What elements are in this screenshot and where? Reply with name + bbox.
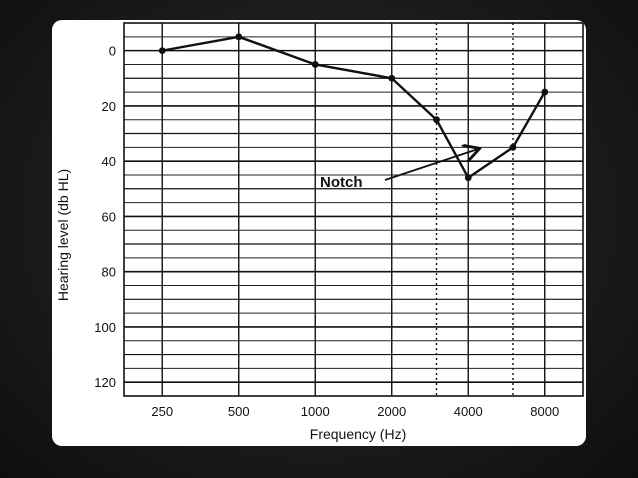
x-tick-label: 8000 xyxy=(530,404,559,419)
chart-card: 0 20 40 60 80 100 120 250 500 1000 2000 4000 8000 N… xyxy=(52,20,586,446)
data-point xyxy=(509,143,517,151)
notch-arrow xyxy=(384,149,478,181)
series-line xyxy=(162,35,546,179)
data-point xyxy=(311,61,319,68)
y-tick-label: 40 xyxy=(102,154,116,169)
y-tick-label: 0 xyxy=(109,44,116,59)
plot-frame xyxy=(123,22,584,397)
data-point xyxy=(541,88,549,96)
x-axis-title: Frequency (Hz) xyxy=(310,426,406,442)
x-tick-labels: 250 500 1000 2000 4000 8000 xyxy=(151,404,559,419)
y-tick-label: 80 xyxy=(102,265,116,280)
y-tick-label: 120 xyxy=(94,375,116,390)
annotation-layer: Notch xyxy=(320,149,478,191)
data-point xyxy=(464,174,472,182)
y-tick-label: 60 xyxy=(102,209,116,224)
dotted-frequency-lines xyxy=(435,23,514,396)
x-tick-label: 500 xyxy=(228,404,250,419)
x-tick-label: 4000 xyxy=(454,404,483,419)
data-point xyxy=(433,116,440,124)
data-point xyxy=(158,47,166,55)
data-point xyxy=(388,74,396,82)
x-tick-label: 250 xyxy=(151,404,173,419)
data-point xyxy=(235,33,243,41)
audiogram-chart: 0 20 40 60 80 100 120 250 500 1000 2000 4000 8000 N… xyxy=(55,22,584,442)
y-tick-label: 20 xyxy=(102,99,116,114)
series-layer xyxy=(158,33,549,182)
grid-lines xyxy=(124,23,583,397)
y-axis-title: Hearing level (db HL) xyxy=(55,169,71,301)
x-tick-label: 1000 xyxy=(301,404,330,419)
notch-annotation-label: Notch xyxy=(320,174,363,191)
x-tick-label: 2000 xyxy=(377,404,406,419)
y-tick-labels: 0 20 40 60 80 100 120 xyxy=(94,44,116,391)
y-tick-label: 100 xyxy=(94,320,116,335)
